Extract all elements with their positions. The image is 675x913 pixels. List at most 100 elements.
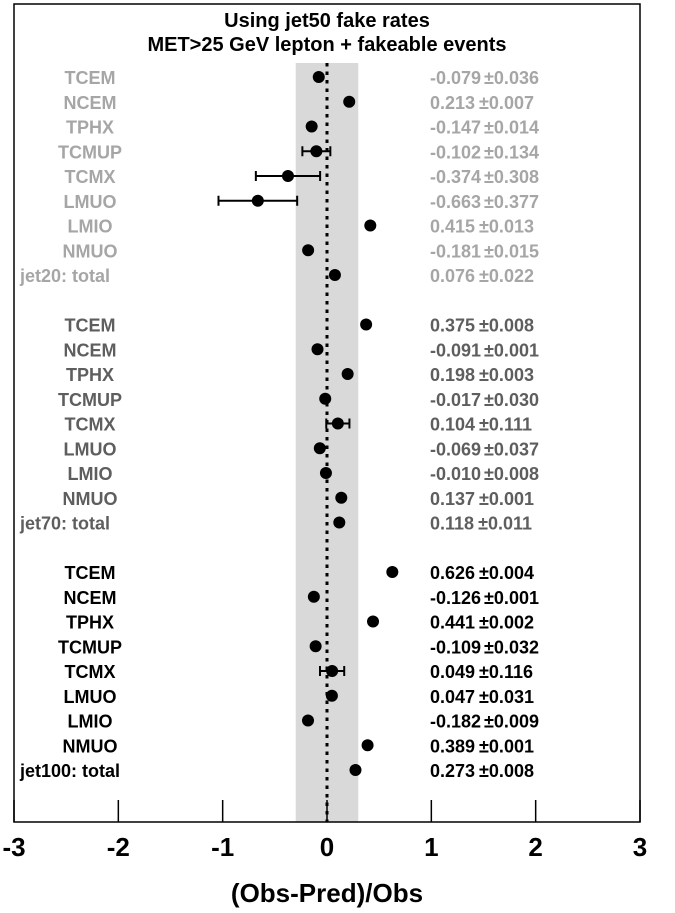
row-value-label: 0.047 ±0.031 bbox=[430, 687, 534, 707]
row-label: NMUO bbox=[63, 736, 118, 756]
row-label: LMIO bbox=[68, 464, 113, 484]
row-label: TCEM bbox=[65, 563, 116, 583]
row-value: -0.069 bbox=[430, 439, 481, 459]
row-error: ±0.022 bbox=[479, 266, 534, 286]
data-point bbox=[325, 689, 338, 702]
row-value-label: -0.147 ±0.014 bbox=[430, 118, 539, 138]
row-error: ±0.003 bbox=[479, 365, 534, 385]
row-label: NCEM bbox=[64, 93, 117, 113]
row-value-label: -0.079 ±0.036 bbox=[430, 68, 539, 88]
row-error: ±0.002 bbox=[479, 613, 534, 633]
data-rows: TCEM -0.079 ±0.036 NCEM 0.213 ±0.007 TPHX -0.14… bbox=[19, 68, 539, 781]
x-tick-label: -3 bbox=[2, 832, 25, 862]
data-point bbox=[312, 71, 325, 83]
row-value-label: -0.181 ±0.015 bbox=[430, 241, 539, 261]
row-value-label: -0.017 ±0.030 bbox=[430, 390, 539, 410]
row-label: jet100: total bbox=[19, 761, 120, 781]
row-value: 0.049 bbox=[430, 662, 475, 682]
row-value: -0.181 bbox=[430, 241, 481, 261]
row-label: TCEM bbox=[65, 68, 116, 88]
row-error: ±0.008 bbox=[479, 316, 534, 336]
row-error: ±0.030 bbox=[484, 390, 539, 410]
row-value-label: 0.273 ±0.008 bbox=[430, 761, 534, 781]
row-value-label: -0.010 ±0.008 bbox=[430, 464, 539, 484]
row-value-label: -0.374 ±0.308 bbox=[430, 167, 539, 187]
row-error: ±0.014 bbox=[484, 118, 539, 138]
row-value-label: 0.049 ±0.116 bbox=[430, 662, 533, 682]
row-value: -0.374 bbox=[430, 167, 481, 187]
row-value-label: -0.102 ±0.134 bbox=[430, 142, 539, 162]
data-point bbox=[251, 194, 264, 207]
x-tick-label: 2 bbox=[528, 832, 542, 862]
data-point bbox=[311, 343, 324, 356]
row-label: LMUO bbox=[64, 192, 117, 212]
data-point bbox=[319, 467, 332, 479]
row-value: 0.389 bbox=[430, 736, 475, 756]
row-value: -0.663 bbox=[430, 192, 481, 212]
x-tick-labels: -3 -2 -1 0 1 2 3 bbox=[2, 832, 647, 862]
chart-title-line-2: MET>25 GeV lepton + fakeable events bbox=[147, 34, 506, 56]
row-value-label: 0.415 ±0.013 bbox=[430, 217, 534, 237]
row-error: ±0.001 bbox=[484, 588, 539, 608]
row-value: -0.147 bbox=[430, 118, 481, 138]
row-label: TCMX bbox=[65, 662, 116, 682]
data-point bbox=[331, 417, 344, 430]
data-point bbox=[313, 442, 326, 455]
row-error: ±0.032 bbox=[484, 637, 539, 657]
row-value-label: -0.182 ±0.009 bbox=[430, 712, 539, 732]
data-point bbox=[335, 491, 348, 504]
row-label: NCEM bbox=[64, 588, 117, 608]
row-value: 0.441 bbox=[430, 613, 475, 633]
x-tick-label: 1 bbox=[424, 832, 438, 862]
x-tick-label: -2 bbox=[107, 832, 130, 862]
data-point bbox=[302, 244, 315, 257]
row-label: TCMX bbox=[65, 167, 116, 187]
row-error: ±0.008 bbox=[484, 464, 539, 484]
row-value-label: -0.126 ±0.001 bbox=[430, 588, 539, 608]
data-point bbox=[333, 516, 346, 529]
row-label: TPHX bbox=[66, 118, 114, 138]
row-error: ±0.001 bbox=[484, 340, 539, 360]
row-value: -0.182 bbox=[430, 712, 481, 732]
data-point bbox=[367, 615, 380, 628]
data-point bbox=[305, 120, 318, 133]
data-point bbox=[343, 95, 356, 108]
row-error: ±0.007 bbox=[479, 93, 534, 113]
row-value: -0.091 bbox=[430, 340, 481, 360]
row-label: jet20: total bbox=[19, 266, 110, 286]
data-point bbox=[360, 318, 373, 331]
row-value: -0.079 bbox=[430, 68, 481, 88]
row-value-label: 0.375 ±0.008 bbox=[430, 316, 534, 336]
row-value-label: 0.213 ±0.007 bbox=[430, 93, 534, 113]
row-error: ±0.004 bbox=[479, 563, 534, 583]
data-point bbox=[349, 764, 362, 776]
row-label: TCMUP bbox=[58, 637, 122, 657]
row-value: 0.626 bbox=[430, 563, 475, 583]
row-error: ±0.009 bbox=[484, 712, 539, 732]
row-error: ±0.031 bbox=[479, 687, 534, 707]
row-value: 0.198 bbox=[430, 365, 475, 385]
data-point bbox=[281, 170, 294, 182]
row-value: 0.104 bbox=[430, 415, 475, 435]
data-point bbox=[326, 665, 339, 677]
row-error: ±0.036 bbox=[484, 68, 539, 88]
row-value: -0.010 bbox=[430, 464, 481, 484]
data-point bbox=[364, 219, 377, 232]
data-point bbox=[361, 739, 374, 752]
row-label: TCMX bbox=[65, 415, 116, 435]
row-value: 0.415 bbox=[430, 217, 475, 237]
row-label: NMUO bbox=[63, 489, 118, 509]
row-value: 0.137 bbox=[430, 489, 475, 509]
x-tick-label: -1 bbox=[211, 832, 234, 862]
row-error: ±0.116 bbox=[479, 662, 533, 682]
row-value-label: 0.104 ±0.111 bbox=[430, 415, 532, 435]
x-axis-label: (Obs-Pred)/Obs bbox=[231, 878, 423, 908]
data-point bbox=[307, 590, 320, 603]
row-label: TCMUP bbox=[58, 390, 122, 410]
row-value: 0.375 bbox=[430, 316, 475, 336]
row-label: TPHX bbox=[66, 613, 114, 633]
row-value-label: 0.198 ±0.003 bbox=[430, 365, 534, 385]
row-value-label: 0.137 ±0.001 bbox=[430, 489, 534, 509]
row-value-label: 0.076 ±0.022 bbox=[430, 266, 534, 286]
row-label: NCEM bbox=[64, 340, 117, 360]
